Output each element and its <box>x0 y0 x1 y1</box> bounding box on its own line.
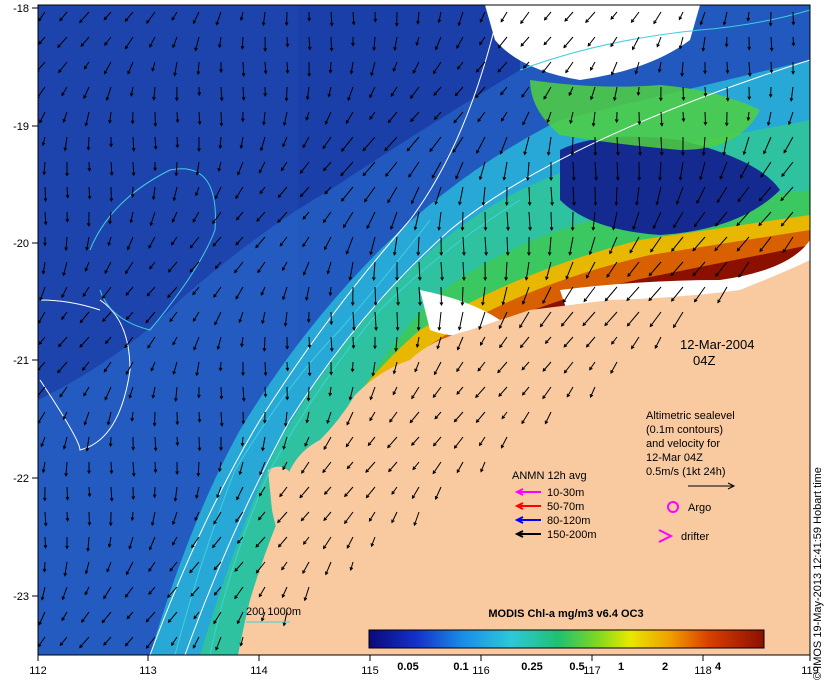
svg-text:12-Mar 04Z: 12-Mar 04Z <box>646 452 703 464</box>
svg-text:(0.1m contours): (0.1m contours) <box>646 424 723 436</box>
colorbar-tick-label: 0.05 <box>397 661 418 673</box>
colorbar <box>368 629 765 649</box>
colorbar-tick-label: 0.5 <box>569 661 584 673</box>
anmn-legend: ANMN 12h avg 10-30m 50-70m 80-120m 150-200m <box>512 470 597 541</box>
svg-text:and velocity for: and velocity for <box>646 438 720 450</box>
lon-tick-label: 119 <box>801 665 819 677</box>
colorbar-title: MODIS Chl-a mg/m3 v6.4 OC3 <box>488 608 643 620</box>
colorbar-tick-label: 1 <box>618 661 624 673</box>
lat-tick-label: -19 <box>13 121 29 133</box>
map-time: 04Z <box>693 353 715 368</box>
velocity-arrows <box>38 11 796 651</box>
sealevel-contours <box>39 5 810 655</box>
anmn-legend-title: ANMN 12h avg <box>512 470 587 482</box>
isobath-legend: 200 1000m <box>246 606 301 618</box>
lat-tick-label: -20 <box>13 238 29 250</box>
lat-tick-label: -18 <box>13 3 29 15</box>
lat-tick-label: -23 <box>13 591 29 603</box>
lon-tick-label: 118 <box>694 665 712 677</box>
legend-item-label: 150-200m <box>547 529 597 541</box>
legend-item-label: 80-120m <box>547 515 590 527</box>
altimetry-note: Altimetric sealevel (0.1m contours) and … <box>646 410 736 490</box>
lon-tick-label: 113 <box>139 665 157 677</box>
drifter-label: drifter <box>681 531 709 543</box>
drifter-marker-icon <box>658 529 674 543</box>
map-plot-area <box>38 5 810 655</box>
colorbar-tick-label: 0.1 <box>453 661 468 673</box>
argo-marker-icon <box>667 501 679 513</box>
colorbar-tick-label: 2 <box>662 661 668 673</box>
legend-item-label: 10-30m <box>547 487 584 499</box>
legend-item-label: 50-70m <box>547 501 584 513</box>
lat-tick-label: -22 <box>13 473 29 485</box>
svg-text:0.5m/s (1kt 24h): 0.5m/s (1kt 24h) <box>646 466 725 478</box>
lon-tick-label: 115 <box>361 665 379 677</box>
credit-text: © IMOS 19-May-2013 12:41:59 Hobart time <box>812 467 824 680</box>
map-date: 12-Mar-2004 <box>680 337 754 352</box>
cloud-patch <box>485 5 700 80</box>
land-mass <box>238 260 810 655</box>
longitude-axis: 112 113 114 115 116 117 118 119 <box>29 655 819 677</box>
lon-tick-label: 114 <box>250 665 268 677</box>
colorbar-ticks: 0.05 0.1 0.25 0.5 1 2 4 <box>397 661 722 673</box>
colorbar-tick-label: 4 <box>715 661 722 673</box>
lon-tick-label: 116 <box>472 665 490 677</box>
lon-tick-label: 117 <box>583 665 601 677</box>
latitude-axis: -18 -19 -20 -21 -22 -23 <box>13 3 38 603</box>
lat-tick-label: -21 <box>13 355 29 367</box>
map-frame <box>37 4 811 656</box>
isobath-contours <box>89 9 810 655</box>
argo-label: Argo <box>688 502 711 514</box>
svg-text:Altimetric sealevel: Altimetric sealevel <box>646 410 735 422</box>
colorbar-tick-label: 0.25 <box>521 661 542 673</box>
lon-tick-label: 112 <box>29 665 47 677</box>
